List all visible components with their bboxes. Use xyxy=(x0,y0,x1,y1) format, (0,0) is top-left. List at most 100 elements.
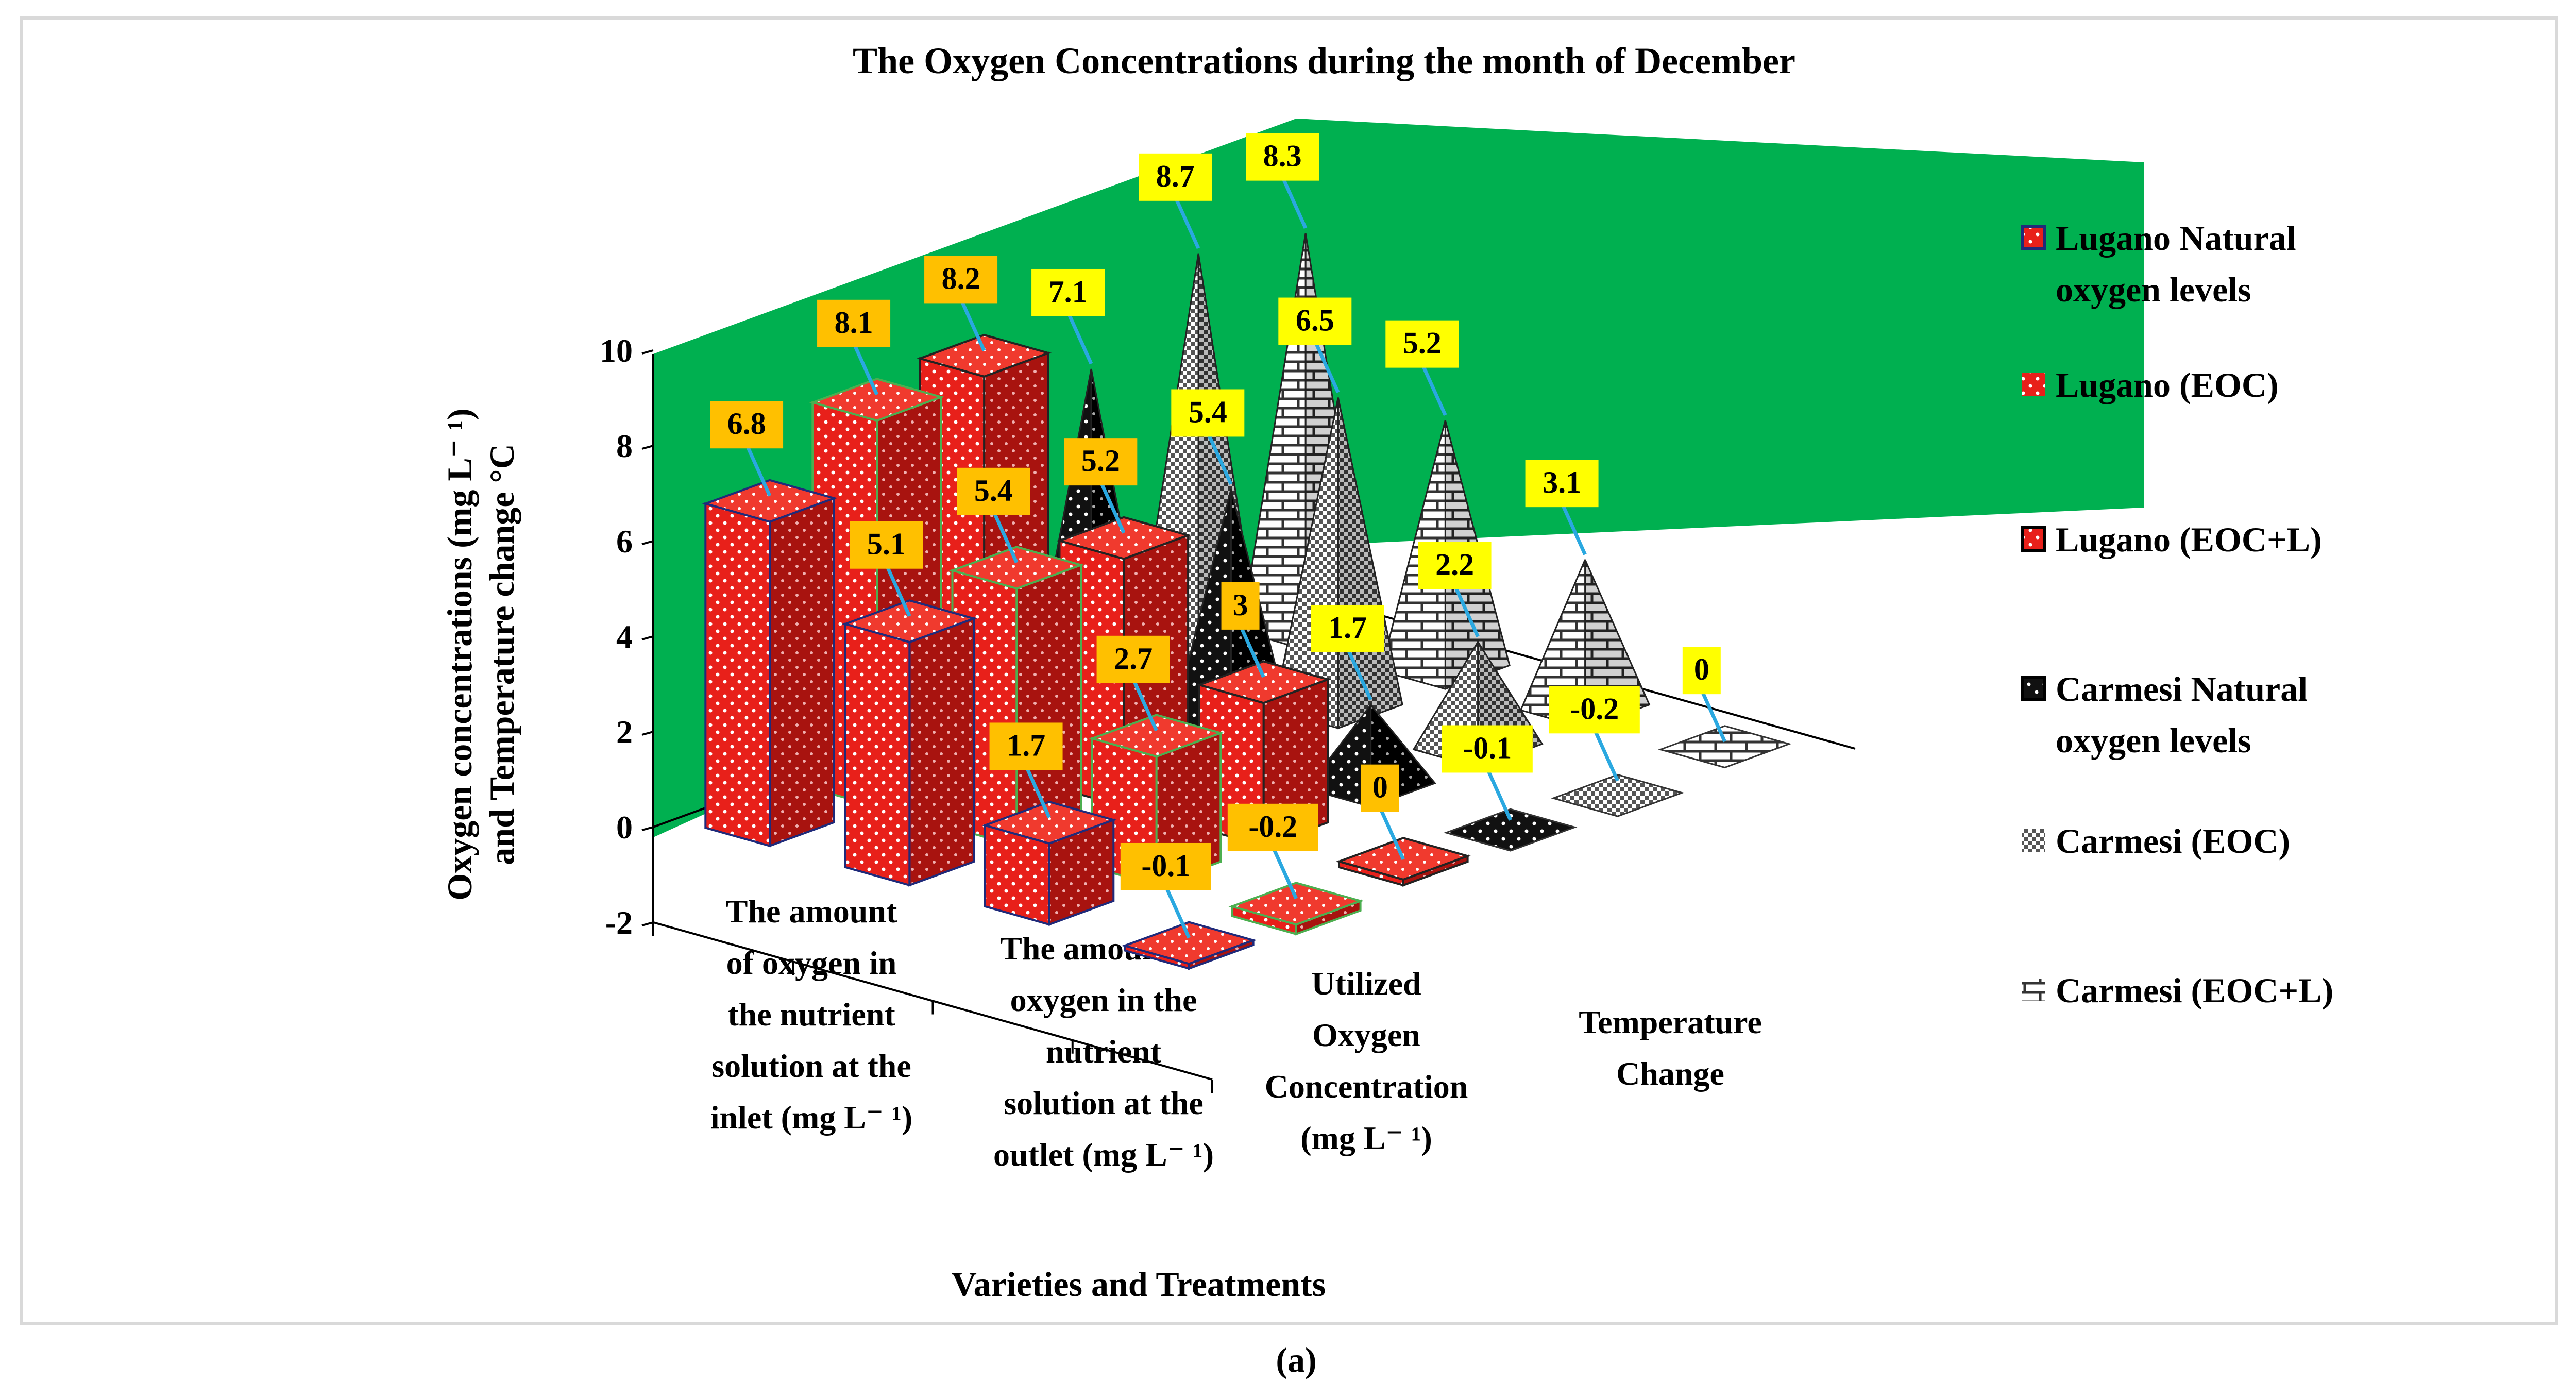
x-category-label-line: nutrient xyxy=(1046,1033,1162,1070)
bar-front xyxy=(1338,860,1404,887)
data-label: 0 xyxy=(1372,770,1388,804)
data-label: 6.8 xyxy=(727,407,766,441)
data-label-box xyxy=(1064,438,1138,486)
data-label-leader xyxy=(1066,311,1093,365)
data-label: 6.5 xyxy=(1296,304,1334,338)
x-category-label: The amount of oxygen in the nutrient soluti… xyxy=(710,893,912,1136)
data-label: 3.1 xyxy=(1543,465,1581,499)
back-wall xyxy=(1296,119,2144,546)
data-label-box xyxy=(1418,542,1492,589)
data-label-leader xyxy=(1024,765,1051,818)
data-label: 8.7 xyxy=(1156,159,1195,193)
data-label: 1.7 xyxy=(1328,611,1367,645)
data-label-box xyxy=(1549,686,1640,734)
data-label-box xyxy=(1139,153,1212,201)
y-tick-label: 0 xyxy=(616,809,633,846)
data-label-box xyxy=(1171,389,1245,437)
data-label: 0 xyxy=(1694,652,1709,686)
bar-2-3 xyxy=(1335,837,1471,887)
legend-label: Lugano (EOC+L) xyxy=(2056,520,2322,559)
y-tick-mark xyxy=(641,731,654,736)
data-label-box xyxy=(1227,803,1318,851)
x-category-label: Utilized Oxygen Concentration (mg L⁻ ¹) xyxy=(1265,965,1468,1156)
data-label: 8.1 xyxy=(835,306,873,340)
legend-item: Lugano (EOC+L) xyxy=(2021,520,2322,559)
bar-1-1 xyxy=(949,546,1084,848)
legend-label: Carmesi (EOC+L) xyxy=(2056,971,2333,1010)
bar-1-3 xyxy=(1228,882,1364,936)
x-category-label-line: Temperature xyxy=(1579,1004,1762,1040)
pyramid-base xyxy=(1658,725,1792,769)
data-label: 5.4 xyxy=(1189,395,1227,429)
y-axis-title: Oxygen concentrations (mg L⁻ ¹) and Temp… xyxy=(440,408,521,900)
data-label-box xyxy=(989,722,1063,770)
bar-front xyxy=(1231,905,1297,936)
x-category-label-line: the nutrient xyxy=(727,996,895,1033)
legend-swatch xyxy=(2021,526,2046,552)
data-label-box xyxy=(1221,582,1260,630)
legend-label: Carmesi (EOC) xyxy=(2056,821,2290,861)
data-label-box xyxy=(1442,725,1533,773)
x-category-label-line: (mg L⁻ ¹) xyxy=(1300,1120,1432,1156)
bar-3-3 xyxy=(1444,808,1578,852)
legend-label: Lugano (EOC) xyxy=(2056,365,2279,404)
data-label-box xyxy=(1682,647,1721,695)
data-label: 5.1 xyxy=(867,527,906,561)
data-label-leader xyxy=(1420,363,1447,416)
y-tick-mark xyxy=(641,349,654,355)
bar-side xyxy=(769,497,835,848)
data-label-leader xyxy=(1592,728,1620,782)
bar-4-3 xyxy=(1551,773,1685,817)
y-tick-label: -2 xyxy=(605,904,633,941)
pyramid-base xyxy=(1551,773,1685,817)
data-label-leader xyxy=(744,443,772,497)
data-label: -0.1 xyxy=(1463,731,1512,765)
data-label-box xyxy=(817,299,891,347)
bar-0-3 xyxy=(1121,921,1257,970)
data-label-box xyxy=(710,401,784,449)
data-label-leader xyxy=(1173,196,1200,249)
y-axis-ticks: 10 8 6 4 2 0 -2 xyxy=(600,332,654,941)
data-label-box xyxy=(924,256,998,304)
legend-item: Lugano Natural oxygen levels xyxy=(2021,218,2296,309)
x-category-label: Temperature Change xyxy=(1579,1004,1762,1092)
data-label-box xyxy=(1361,764,1399,812)
x-category-label-line: Oxygen xyxy=(1312,1017,1420,1053)
legend-item: Carmesi Natural oxygen levels xyxy=(2021,669,2308,760)
legend-swatch xyxy=(2021,225,2046,250)
bar-front xyxy=(704,502,771,848)
data-label-leader xyxy=(1313,340,1340,393)
data-label-box xyxy=(1096,635,1170,683)
data-label-box xyxy=(957,467,1030,515)
x-category-label-line: Concentration xyxy=(1265,1068,1468,1105)
x-category-label-line: The amount xyxy=(726,893,897,930)
data-label-leader xyxy=(1485,768,1513,821)
data-label-box xyxy=(1311,604,1384,652)
figure-caption: (a) xyxy=(1276,1340,1316,1379)
legend-swatch xyxy=(2022,373,2045,396)
data-label-leader xyxy=(1346,647,1372,701)
legend-label: Lugano Natural xyxy=(2056,218,2296,258)
legend-item: Carmesi (EOC+L) xyxy=(2022,971,2333,1010)
legend-label: Carmesi Natural xyxy=(2056,669,2308,709)
bar-0-1 xyxy=(842,599,977,887)
bar-0-2 xyxy=(981,800,1117,926)
x-category-label-line: outlet (mg L⁻ ¹) xyxy=(993,1136,1214,1173)
y-tick-mark xyxy=(641,445,654,450)
data-label: -0.1 xyxy=(1141,849,1190,883)
data-label-box xyxy=(1278,297,1352,345)
bar-front xyxy=(1124,944,1190,970)
y-tick-label: 8 xyxy=(616,428,633,464)
data-labels: 0 3.1 5.2 8.3 -0.2 2.2 6.5 8.7 -0.1 1.7 5.4 7.1 0 3 5.… xyxy=(710,133,1727,939)
legend-label: oxygen levels xyxy=(2056,721,2251,760)
data-label-leader xyxy=(1099,480,1126,534)
x-axis: The amount of oxygen in the nutrient soluti… xyxy=(652,893,1762,1173)
data-label: 3 xyxy=(1233,588,1248,622)
legend-swatch xyxy=(2022,979,2045,1001)
bar-front xyxy=(844,622,911,887)
y-tick-mark xyxy=(641,540,654,545)
x-category-label-line: Utilized xyxy=(1311,965,1421,1002)
y-tick-label: 2 xyxy=(616,714,633,750)
data-label: -0.2 xyxy=(1570,692,1619,726)
